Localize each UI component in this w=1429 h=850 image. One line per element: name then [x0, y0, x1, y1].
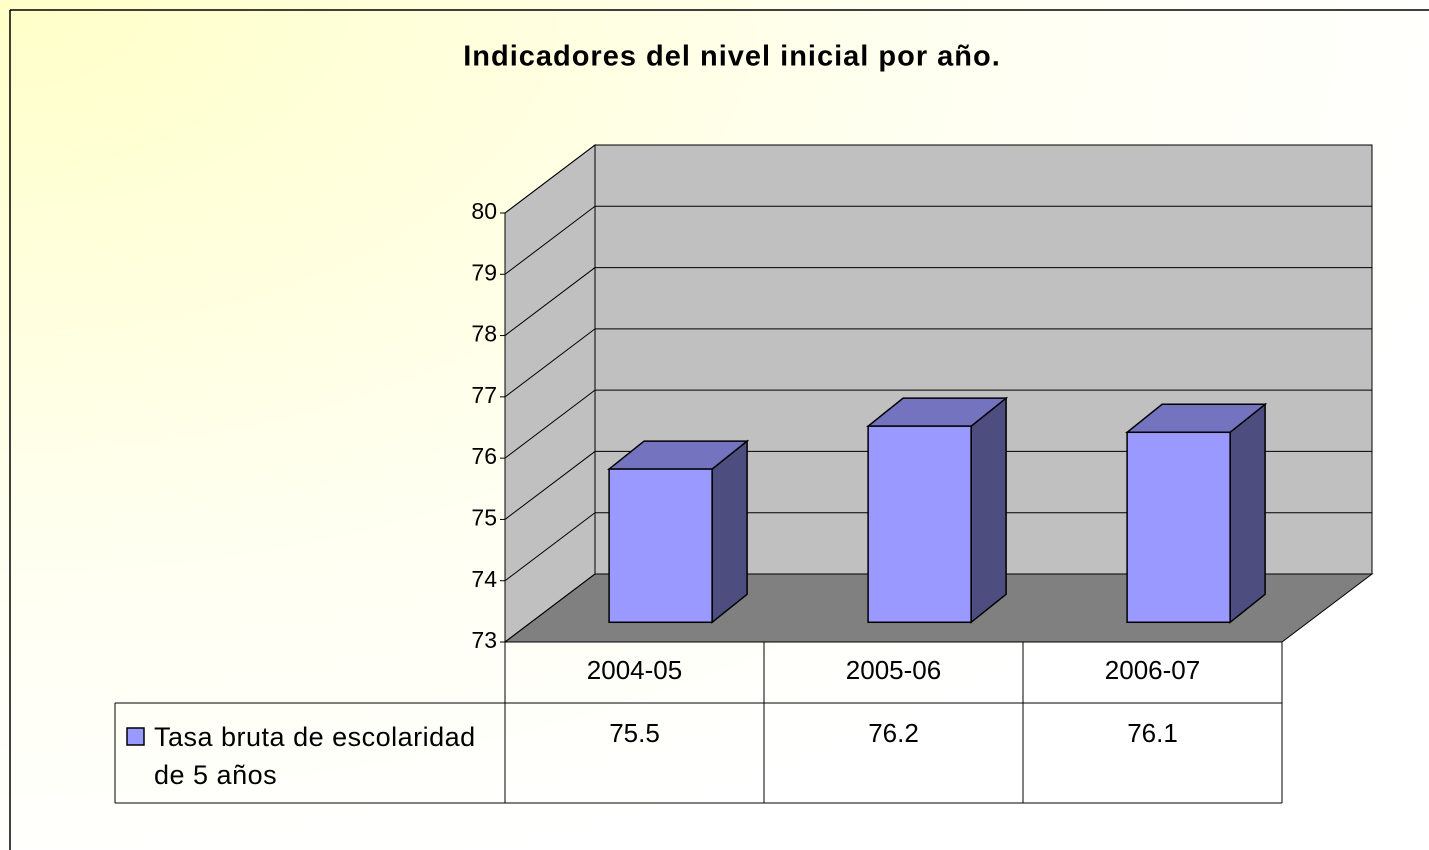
bar [867, 425, 972, 624]
y-tick-label: 73 [471, 627, 497, 653]
bar-side [970, 396, 1007, 624]
bar [608, 468, 713, 624]
legend-label: Tasa bruta de escolaridad de 5 años [154, 722, 476, 790]
chart-title: Indicadores del nivel inicial por año. [463, 41, 1001, 73]
y-tick-label: 74 [471, 566, 497, 592]
x-tick-label: 2006-07 [1105, 655, 1200, 685]
grid-line [504, 389, 596, 459]
table-value: 75.5 [609, 718, 660, 748]
grid-line [504, 144, 596, 214]
legend-swatch [126, 727, 145, 746]
grid-line [504, 451, 596, 520]
y-tick-label: 79 [471, 259, 497, 285]
y-tick-label: 75 [471, 505, 497, 531]
grid-line [504, 512, 596, 582]
y-tick-label: 80 [471, 198, 497, 224]
side-wall [504, 143, 596, 644]
bar [1126, 431, 1231, 624]
x-tick-label: 2004-05 [587, 655, 682, 685]
bar-side [711, 439, 748, 624]
x-tick-label: 2005-06 [846, 655, 941, 685]
bar-side [1229, 402, 1266, 624]
table-value: 76.2 [868, 718, 919, 748]
grid-line [504, 573, 596, 643]
grid-line [504, 267, 596, 336]
y-tick-label: 76 [471, 443, 497, 469]
table-value: 76.1 [1127, 718, 1178, 748]
grid-line [504, 328, 596, 398]
y-tick-label: 78 [471, 321, 497, 347]
y-tick-label: 77 [471, 382, 497, 408]
grid-line [504, 205, 596, 275]
